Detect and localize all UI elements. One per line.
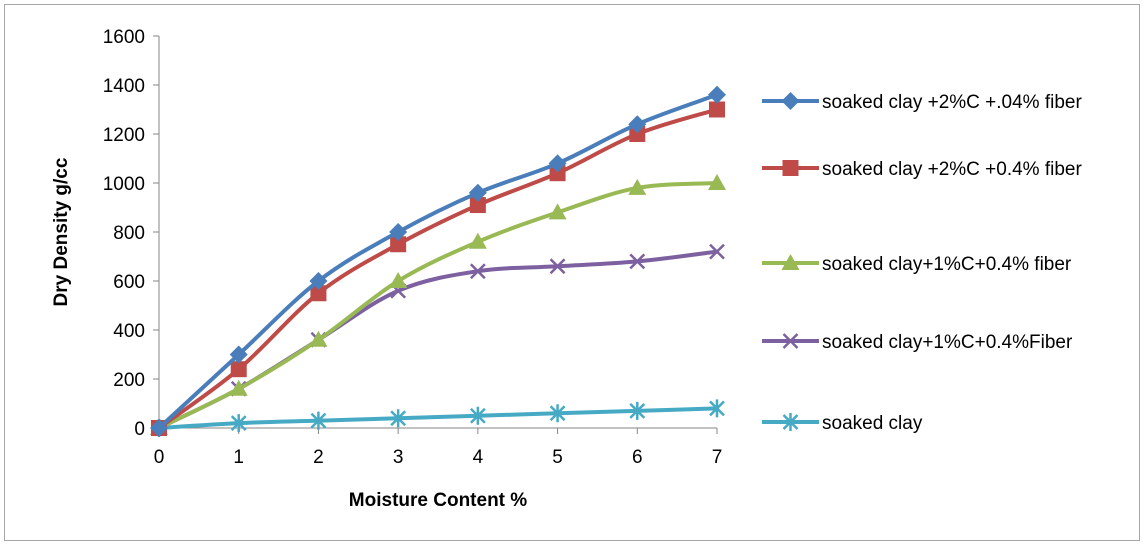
x-axis-title: Moisture Content % <box>349 490 527 511</box>
x-tick-label: 0 <box>154 447 165 468</box>
data-point <box>468 232 487 249</box>
x-tick-label: 3 <box>393 447 404 468</box>
legend-marker <box>782 333 799 349</box>
series-line <box>157 181 719 430</box>
data-point <box>549 404 566 423</box>
data-point <box>629 253 646 270</box>
data-point <box>229 379 248 396</box>
data-point <box>468 183 487 202</box>
x-tick-label: 4 <box>473 447 484 468</box>
data-point <box>469 197 486 214</box>
data-point <box>230 361 247 378</box>
y-axis-title: Dry Density g/cc <box>51 157 72 306</box>
data-point <box>309 272 328 290</box>
data-point <box>390 236 407 253</box>
data-point <box>629 126 646 142</box>
series-line <box>157 107 719 430</box>
data-point <box>469 263 486 280</box>
data-point <box>628 178 647 195</box>
data-point <box>629 401 646 420</box>
y-tick-label: 400 <box>113 321 145 342</box>
y-tick-label: 800 <box>113 223 145 244</box>
data-point <box>469 406 486 425</box>
data-point <box>548 154 567 173</box>
y-tick-label: 0 <box>134 419 145 440</box>
legend-label: soaked clay+1%C+0.4%Fiber <box>822 332 1073 353</box>
y-tick-label: 1400 <box>103 76 145 97</box>
data-point <box>548 203 567 220</box>
y-tick-label: 600 <box>113 272 145 293</box>
data-point <box>709 101 725 118</box>
legend-label: soaked clay+1%C+0.4% fiber <box>822 254 1072 275</box>
chart-frame <box>4 4 1140 541</box>
data-point <box>709 399 725 418</box>
data-point <box>549 165 566 182</box>
legend-marker <box>782 413 799 431</box>
data-point <box>389 223 408 241</box>
data-point <box>310 411 327 430</box>
y-tick-label: 1600 <box>103 27 145 48</box>
data-point <box>229 345 248 364</box>
x-tick-label: 5 <box>552 447 563 468</box>
legend-marker <box>781 92 800 110</box>
data-point <box>230 414 247 433</box>
data-point <box>309 330 328 347</box>
data-point <box>150 419 168 437</box>
data-point <box>389 272 408 288</box>
data-point <box>708 85 726 104</box>
y-tick-label: 1200 <box>103 125 145 146</box>
x-tick-label: 7 <box>712 447 723 468</box>
y-tick-label: 1000 <box>103 174 145 195</box>
x-tick-label: 1 <box>233 447 244 468</box>
x-tick-label: 2 <box>313 447 324 468</box>
legend-label: soaked clay +2%C +0.4% fiber <box>822 159 1082 180</box>
y-tick-label: 200 <box>113 370 145 391</box>
series-line <box>157 249 719 430</box>
legend-label: soaked clay <box>822 413 923 434</box>
data-point <box>390 409 407 428</box>
data-point <box>709 243 725 260</box>
legend-marker <box>782 160 799 176</box>
legend-label: soaked clay +2%C +.04% fiber <box>822 92 1082 113</box>
data-point <box>708 174 726 190</box>
x-tick-label: 6 <box>632 447 643 468</box>
data-point <box>310 285 327 302</box>
data-point <box>628 115 647 134</box>
data-point <box>549 258 566 275</box>
legend-marker <box>781 254 800 270</box>
series-line <box>157 406 719 430</box>
